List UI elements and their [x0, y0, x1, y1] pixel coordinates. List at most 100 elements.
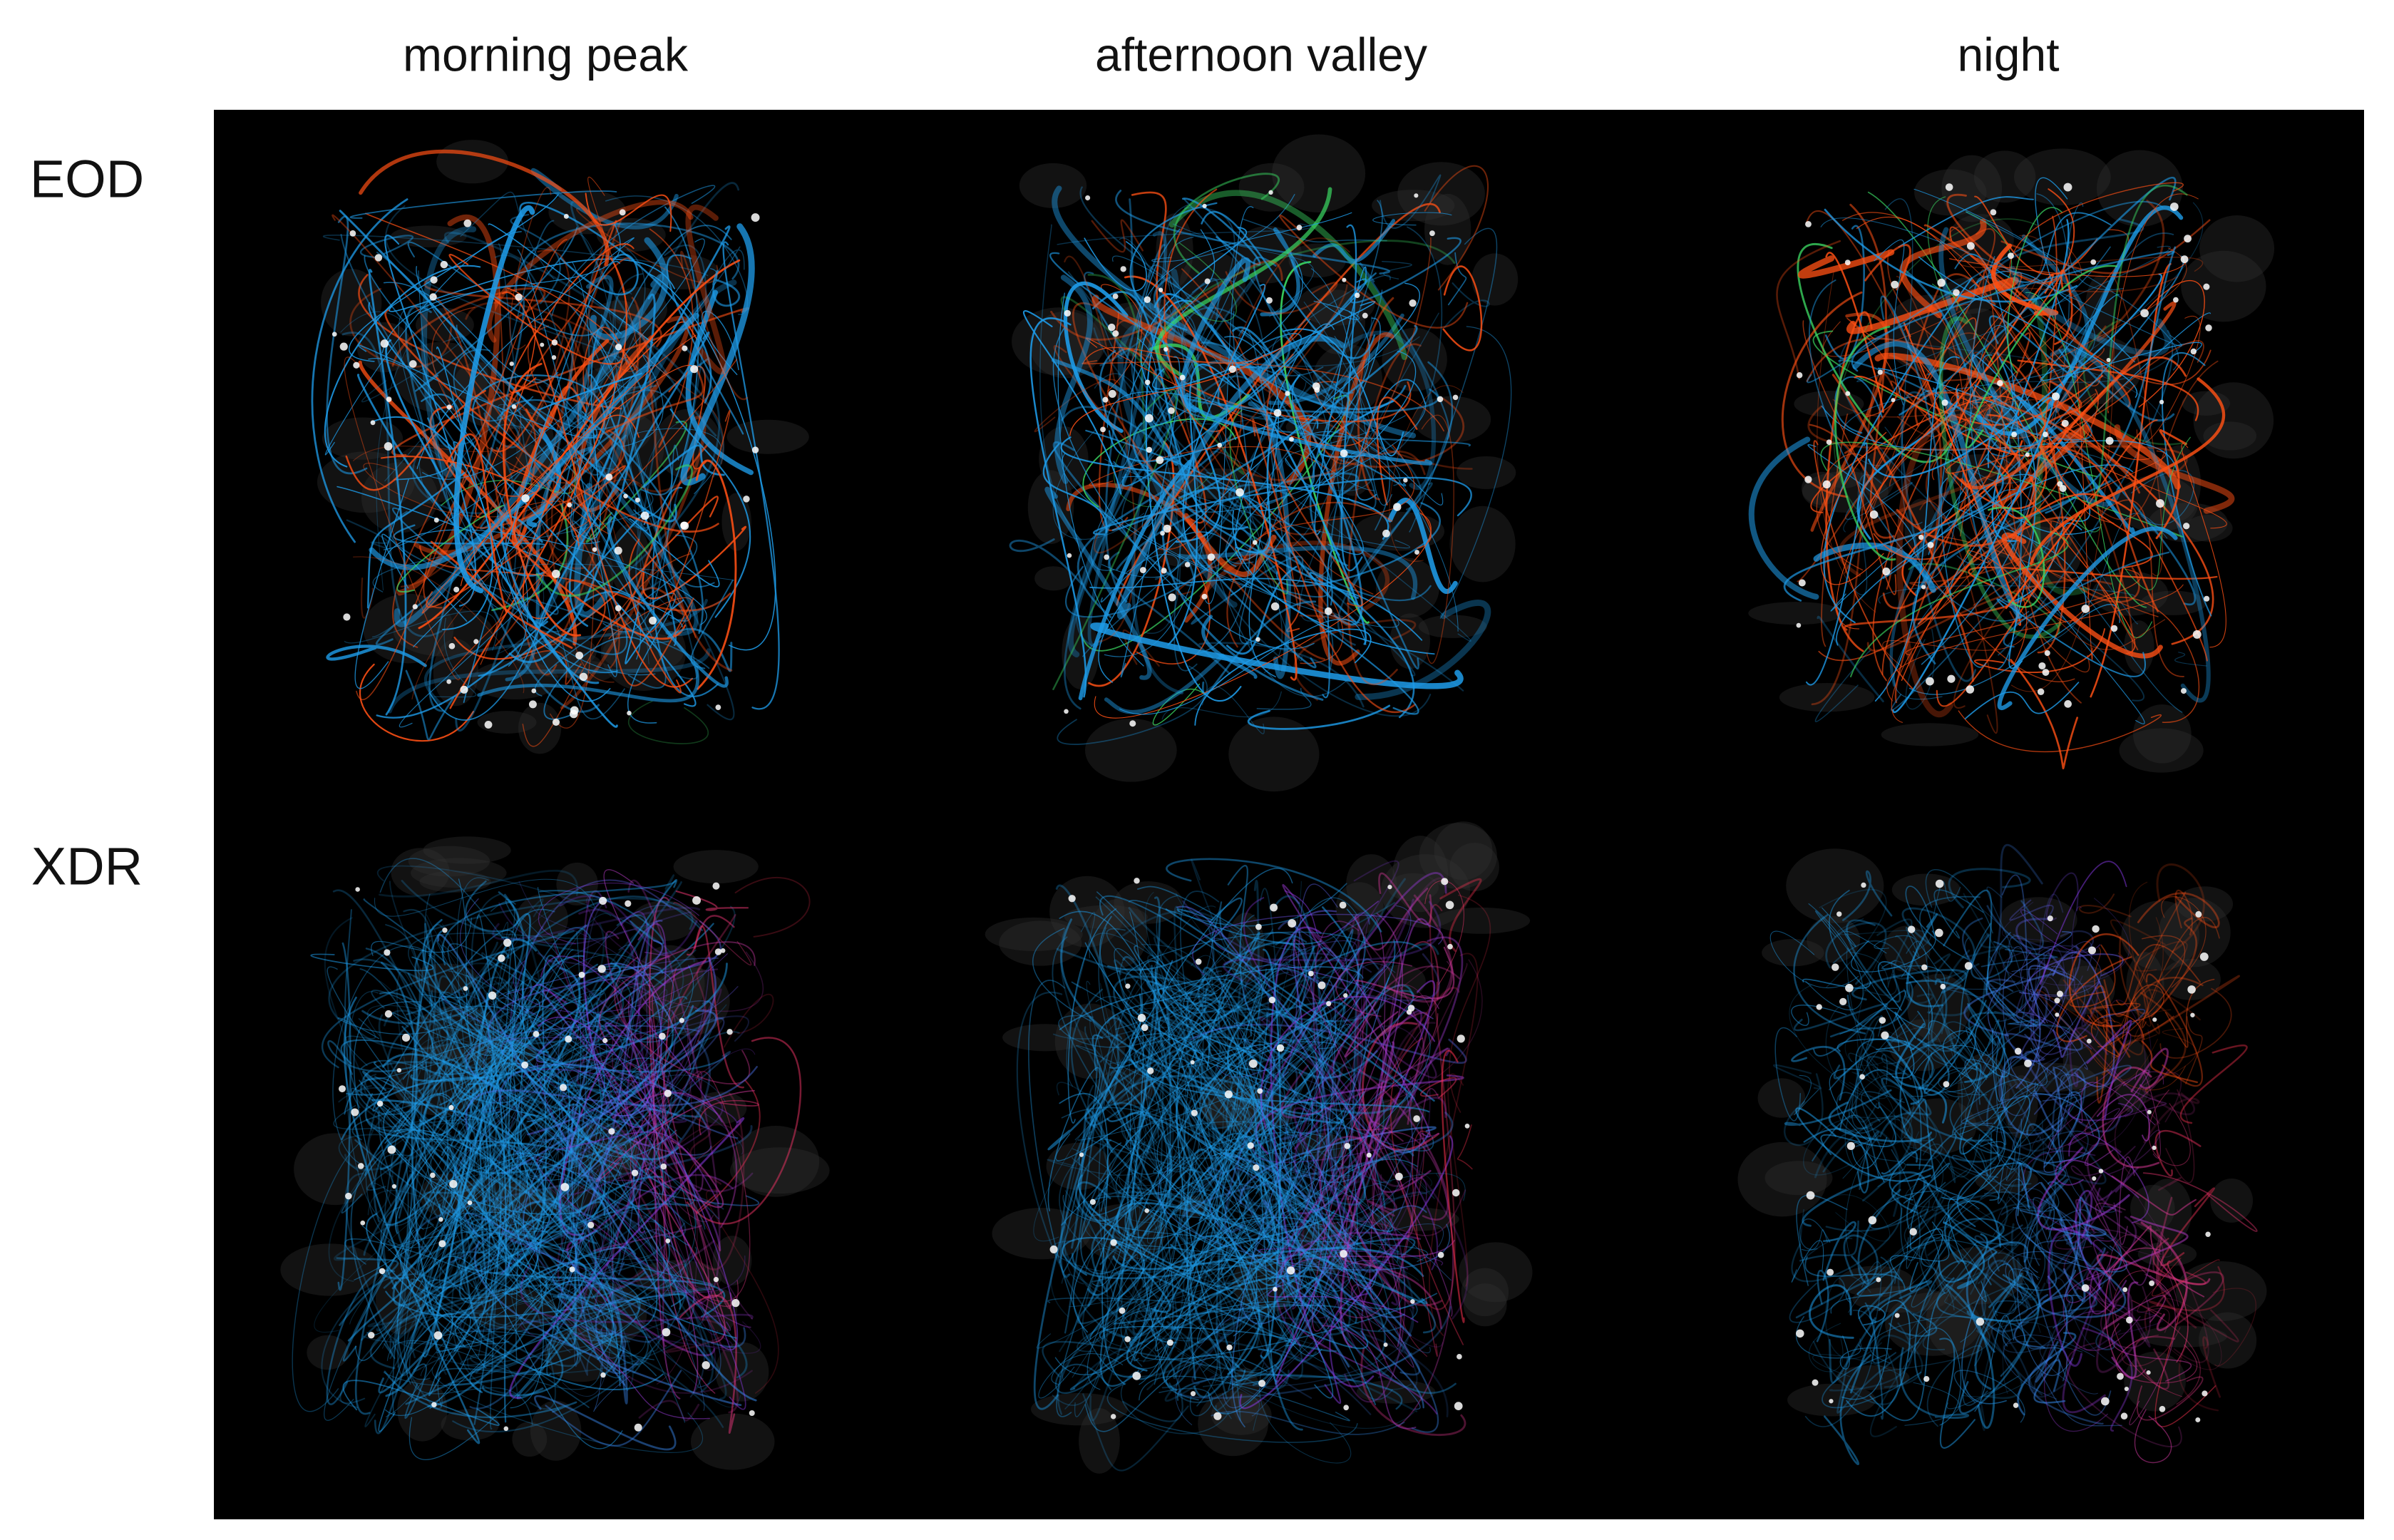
- flow-line: [501, 986, 739, 1056]
- flow-line: [1141, 1266, 1236, 1326]
- flow-line: [1224, 912, 1371, 1233]
- node: [1839, 997, 1847, 1006]
- flow-line: [375, 1129, 654, 1360]
- flow-line: [2069, 596, 2200, 723]
- flow-line: [376, 865, 684, 1008]
- flow-line: [1439, 878, 1482, 953]
- flow-line: [1444, 282, 1490, 329]
- flow-line: [622, 1099, 699, 1394]
- flow-line: [421, 226, 477, 478]
- flow-line: [1113, 928, 1215, 1106]
- flow-line: [469, 1219, 670, 1392]
- flow-line: [1946, 193, 2060, 285]
- node: [376, 1100, 384, 1107]
- flow-line: [1082, 1393, 1189, 1472]
- flow-line: [1823, 277, 1973, 624]
- flow-line: [1939, 1280, 1998, 1318]
- flow-line: [1033, 1059, 1136, 1410]
- flow-line: [332, 945, 434, 1168]
- flow-line: [1280, 940, 1357, 977]
- node: [2092, 925, 2100, 933]
- city-area: [729, 1147, 830, 1194]
- flow-line: [1938, 1233, 1988, 1283]
- flow-line: [1911, 1019, 2000, 1097]
- flow-line: [1836, 464, 2134, 646]
- flow-line: [1930, 982, 1986, 1052]
- flow-line: [628, 538, 682, 694]
- flow-line: [712, 246, 745, 286]
- node: [592, 547, 597, 552]
- city-area: [2184, 515, 2233, 542]
- flow-line: [2149, 1266, 2225, 1312]
- flow-line: [422, 955, 585, 1358]
- city-area: [2038, 956, 2097, 1000]
- flow-line: [494, 254, 664, 530]
- flow-line: [2154, 1129, 2202, 1177]
- flow-line: [1412, 1130, 1438, 1357]
- flow-line: [2121, 1327, 2181, 1367]
- flow-line: [1260, 995, 1436, 1129]
- flow-line: [1268, 965, 1368, 1263]
- node: [2180, 688, 2187, 694]
- flow-line: [1243, 1039, 1400, 1253]
- flow-line: [1347, 1195, 1402, 1347]
- flow-line: [1447, 252, 1467, 306]
- flow-line: [498, 1200, 704, 1380]
- flow-line: [383, 1108, 582, 1215]
- node: [714, 948, 722, 955]
- flow-line: [387, 648, 711, 714]
- flow-line: [1079, 1139, 1146, 1273]
- flow-line: [1062, 1195, 1428, 1262]
- flow-line: [1237, 1133, 1421, 1410]
- flow-line: [1307, 1260, 1409, 1321]
- flow-line: [407, 972, 727, 1073]
- city-area: [2144, 1179, 2192, 1245]
- flow-line: [1135, 1060, 1250, 1130]
- flow-line: [1854, 1015, 1879, 1123]
- flow-line: [1829, 1322, 1913, 1392]
- flow-line: [1154, 1012, 1268, 1352]
- flow-line: [568, 225, 731, 627]
- flow-line: [1059, 966, 1364, 1030]
- flow-line: [372, 930, 518, 1112]
- flow-line: [448, 970, 696, 1206]
- city-area: [1019, 163, 1087, 208]
- flow-line: [1874, 356, 1960, 702]
- flow-line: [1262, 1199, 1405, 1318]
- flow-line: [336, 1257, 399, 1326]
- node: [1816, 1004, 1822, 1010]
- flow-line: [691, 958, 707, 1054]
- flow-line: [1968, 566, 2218, 587]
- node: [2190, 348, 2197, 355]
- node: [715, 704, 721, 710]
- node: [608, 1128, 615, 1135]
- flow-line: [1177, 1350, 1260, 1431]
- node: [1112, 330, 1119, 337]
- flow-line: [1282, 883, 1338, 1077]
- flow-line: [647, 1037, 737, 1343]
- node: [1144, 1208, 1149, 1213]
- city-area: [2133, 704, 2192, 764]
- node: [1394, 1172, 1403, 1181]
- flow-line: [1791, 1194, 1903, 1283]
- flow-line: [1098, 1138, 1424, 1310]
- flow-line: [520, 1320, 733, 1348]
- flow-line: [1968, 354, 2227, 529]
- flow-line: [2066, 1256, 2122, 1303]
- flow-line: [605, 195, 749, 315]
- flow-line: [1372, 951, 1403, 1236]
- flow-line: [487, 920, 721, 1042]
- city-area: [307, 1335, 349, 1370]
- flow-line: [2052, 1068, 2086, 1149]
- flow-line: [2075, 1198, 2148, 1246]
- node: [614, 546, 622, 555]
- flow-line: [1919, 895, 1981, 981]
- flow-line: [1997, 526, 2178, 711]
- flow-line: [1111, 878, 1406, 1241]
- flow-line: [365, 1118, 456, 1248]
- flow-line: [1080, 1129, 1140, 1275]
- flow-line: [1143, 936, 1365, 1236]
- node: [587, 1221, 595, 1228]
- flow-line: [1049, 252, 1407, 487]
